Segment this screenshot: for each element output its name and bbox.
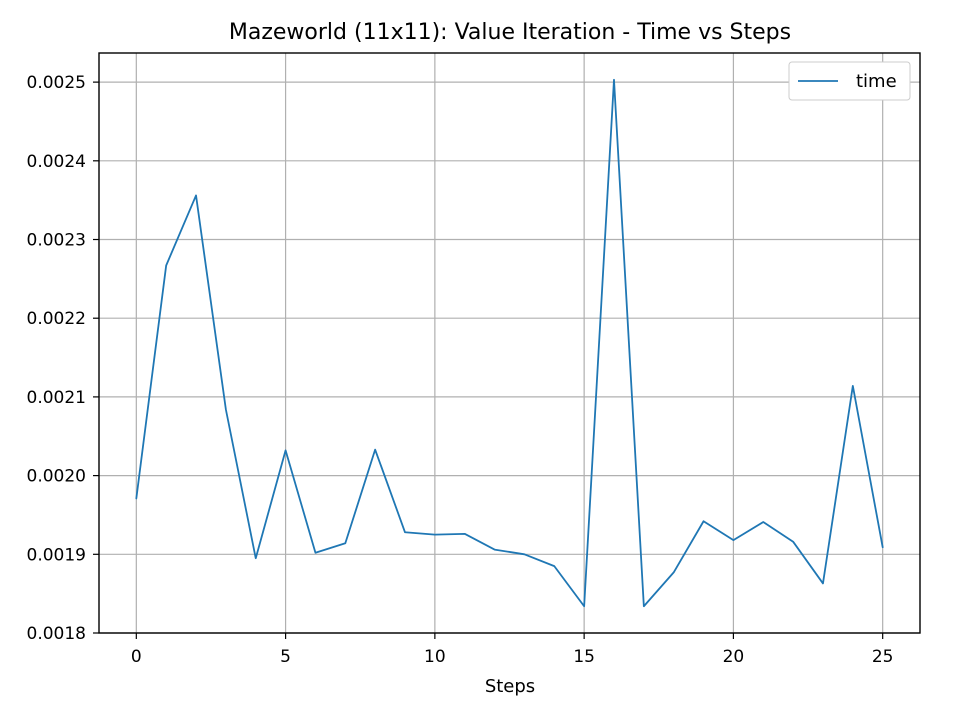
ticks: 0 5 10 15 20 25 0.0018 0.0019 0.0020 0.0021 0.0022… [27,73,894,667]
x-tick-label: 10 [424,647,446,667]
y-tick-label: 0.0023 [27,231,86,251]
series-line-time [135,78,884,608]
x-tick-label: 25 [872,647,894,667]
series-layer [135,78,884,608]
y-tick-label: 0.0019 [27,545,86,565]
legend-label: time [856,71,897,92]
chart-title: Mazeworld (11x11): Value Iteration - Tim… [229,20,791,45]
y-tick-label: 0.0025 [27,73,86,93]
legend-box [788,61,911,101]
x-tick-label: 0 [131,647,142,667]
y-tick-label: 0.0024 [27,152,86,172]
x-axis-label: Steps [485,676,535,697]
x-tick-label: 5 [280,647,291,667]
legend: time [788,61,911,101]
grid [99,53,920,634]
y-tick-label: 0.0020 [27,467,86,487]
plot-area [98,52,921,634]
y-tick-label: 0.0022 [27,309,86,329]
x-tick-label: 20 [723,647,745,667]
x-tick-label: 15 [573,647,595,667]
y-tick-label: 0.0018 [27,624,86,644]
y-tick-label: 0.0021 [27,388,86,408]
